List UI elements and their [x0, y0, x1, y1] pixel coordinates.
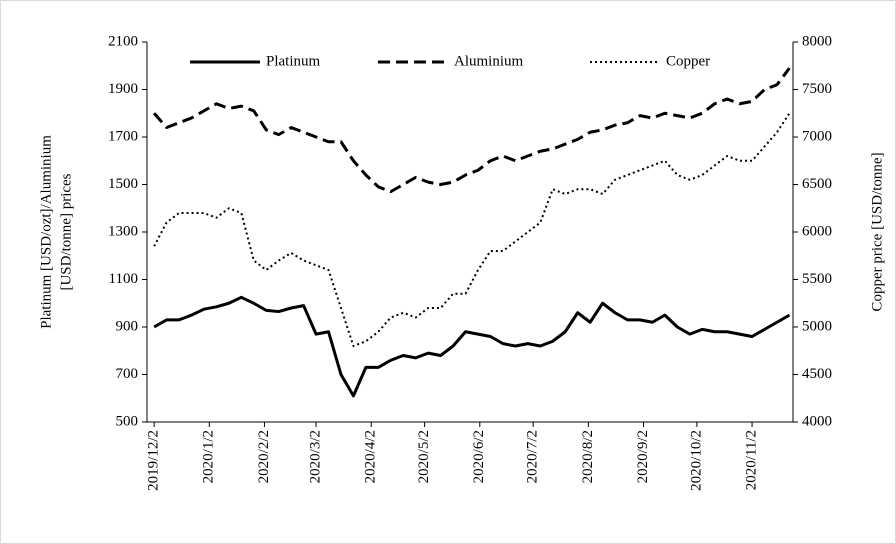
y-tick-label: 900: [116, 318, 139, 334]
x-tick-label: 2020/4/2: [363, 430, 379, 483]
legend-label: Copper: [666, 53, 710, 69]
y-tick-label: 1500: [108, 176, 138, 192]
y-tick-label: 2100: [108, 33, 138, 49]
y2-tick-label: 5500: [802, 271, 832, 287]
y-axis-label: [USD/tonne] prices: [58, 173, 74, 290]
x-tick-label: 2020/7/2: [525, 430, 541, 483]
y-tick-label: 1300: [108, 223, 138, 239]
y2-tick-label: 5000: [802, 318, 832, 334]
y2-tick-label: 4000: [802, 413, 832, 429]
y2-axis-label: Copper price [USD/tonne]: [869, 152, 885, 311]
x-tick-label: 2020/11/2: [744, 430, 760, 490]
y2-tick-label: 4500: [802, 366, 832, 382]
legend-label: Platinum: [266, 53, 321, 69]
x-tick-label: 2020/5/2: [416, 430, 432, 483]
legend-label: Aluminium: [454, 53, 524, 69]
series-line: [153, 112, 791, 347]
x-tick-label: 2020/6/2: [471, 430, 487, 483]
x-tick-label: 2020/9/2: [635, 430, 651, 483]
x-tick-label: 2019/12/2: [146, 430, 162, 491]
y-tick-label: 1100: [109, 271, 138, 287]
y-tick-label: 1900: [108, 81, 138, 97]
series-line: [152, 67, 791, 194]
x-tick-label: 2020/2/2: [256, 430, 272, 483]
y-tick-label: 500: [116, 413, 139, 429]
y2-tick-label: 6500: [802, 176, 832, 192]
y2-tick-label: 6000: [802, 223, 832, 239]
y-tick-label: 700: [116, 366, 139, 382]
y-tick-label: 1700: [108, 128, 138, 144]
x-tick-label: 2020/1/2: [201, 430, 217, 483]
y2-tick-label: 7000: [802, 128, 832, 144]
y2-tick-label: 7500: [802, 81, 832, 97]
y2-tick-label: 8000: [802, 33, 832, 49]
series-line: [153, 295, 791, 398]
x-tick-label: 2020/10/2: [688, 430, 704, 491]
x-tick-label: 2020/3/2: [308, 430, 324, 483]
y-axis-label: Platinum [USD/ozt]/Aluminium: [38, 135, 54, 329]
x-tick-label: 2020/8/2: [580, 430, 596, 483]
